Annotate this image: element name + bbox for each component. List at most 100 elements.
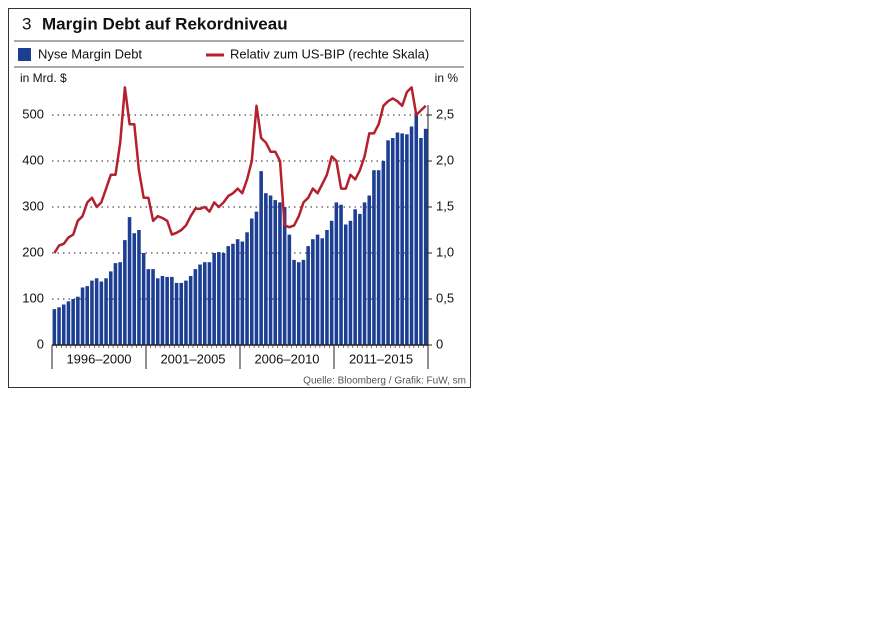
bar bbox=[212, 253, 216, 345]
y2-tick-label: 0 bbox=[436, 336, 443, 351]
bar bbox=[141, 253, 146, 345]
bar bbox=[76, 296, 80, 345]
bar bbox=[362, 202, 367, 345]
bar bbox=[343, 224, 348, 345]
bar bbox=[372, 170, 376, 345]
bar bbox=[118, 262, 122, 345]
bar bbox=[414, 112, 419, 345]
chart-number: 3 bbox=[22, 14, 31, 33]
bar bbox=[221, 253, 226, 345]
bar bbox=[198, 264, 202, 345]
x-group-label: 1996–2000 bbox=[66, 351, 131, 366]
bar bbox=[174, 282, 179, 345]
bar bbox=[245, 232, 249, 345]
x-group-label: 2006–2010 bbox=[254, 351, 319, 366]
bar bbox=[249, 218, 254, 345]
bar bbox=[296, 262, 301, 345]
bar bbox=[306, 246, 310, 345]
bar bbox=[292, 259, 296, 345]
x-group-label: 2011–2015 bbox=[349, 351, 413, 366]
bar bbox=[99, 281, 104, 345]
bar bbox=[353, 209, 357, 345]
bar bbox=[329, 220, 334, 345]
bar bbox=[301, 259, 306, 345]
y-tick-label: 400 bbox=[22, 152, 44, 167]
source: Quelle: Bloomberg / Grafik: FuW, sm bbox=[303, 376, 466, 387]
bar bbox=[123, 240, 127, 345]
bar bbox=[226, 246, 231, 345]
y-axis-label: in Mrd. $ bbox=[20, 71, 67, 85]
bar bbox=[52, 309, 57, 345]
legend-swatch bbox=[18, 48, 31, 61]
bar bbox=[165, 276, 169, 345]
y-tick-label: 500 bbox=[22, 106, 44, 121]
bar bbox=[390, 138, 395, 345]
bar bbox=[207, 262, 212, 345]
bar bbox=[358, 213, 362, 345]
bar bbox=[386, 140, 390, 345]
bar bbox=[282, 207, 287, 345]
bar bbox=[240, 241, 245, 345]
y2-tick-label: 1,0 bbox=[436, 244, 454, 259]
bar bbox=[264, 193, 268, 345]
bar bbox=[325, 230, 329, 345]
x-group-label: 2001–2005 bbox=[160, 351, 225, 366]
bar bbox=[113, 263, 118, 345]
bar bbox=[184, 280, 188, 345]
bar bbox=[405, 134, 409, 345]
bar bbox=[170, 276, 174, 345]
legend-label: Relativ zum US-BIP (rechte Skala) bbox=[230, 46, 429, 61]
bar bbox=[235, 239, 240, 345]
y2-tick-label: 0,5 bbox=[436, 290, 454, 305]
bar bbox=[376, 170, 381, 345]
bar bbox=[61, 304, 66, 345]
bar bbox=[273, 200, 278, 345]
bar bbox=[94, 278, 99, 345]
bar bbox=[339, 204, 343, 345]
bar bbox=[179, 282, 184, 345]
bar bbox=[217, 252, 221, 345]
bar bbox=[419, 138, 423, 345]
y-tick-label: 200 bbox=[22, 244, 44, 259]
bar bbox=[151, 269, 155, 345]
bar bbox=[395, 132, 400, 345]
bar bbox=[202, 262, 207, 345]
y-tick-label: 300 bbox=[22, 198, 44, 213]
y2-axis-label: in % bbox=[435, 71, 459, 85]
bar bbox=[90, 280, 94, 345]
bar bbox=[259, 171, 263, 345]
bar bbox=[132, 233, 137, 345]
chart-title: Margin Debt auf Rekordniveau bbox=[42, 14, 288, 33]
bar bbox=[85, 286, 90, 345]
y2-tick-label: 2,5 bbox=[436, 106, 454, 121]
line bbox=[53, 86, 427, 254]
legend-label: Nyse Margin Debt bbox=[38, 46, 142, 61]
bar bbox=[278, 202, 282, 345]
bar bbox=[155, 278, 160, 345]
bar bbox=[108, 271, 113, 345]
bar bbox=[57, 307, 61, 345]
y-tick-label: 100 bbox=[22, 290, 44, 305]
frame bbox=[8, 8, 471, 388]
bar bbox=[71, 299, 75, 345]
bar bbox=[268, 195, 273, 345]
bar bbox=[334, 202, 339, 345]
bar bbox=[254, 211, 259, 345]
bar bbox=[311, 239, 315, 345]
bar bbox=[367, 195, 372, 345]
bar bbox=[348, 220, 353, 345]
bar bbox=[315, 234, 320, 345]
bar bbox=[80, 287, 85, 345]
y2-tick-label: 1,5 bbox=[436, 198, 454, 213]
bar bbox=[409, 126, 414, 345]
bar bbox=[423, 128, 428, 345]
y2-tick-label: 2,0 bbox=[436, 152, 454, 167]
bar bbox=[137, 230, 141, 345]
bar bbox=[160, 276, 165, 345]
bar bbox=[104, 278, 108, 345]
bar bbox=[400, 133, 404, 345]
bar bbox=[320, 238, 325, 345]
bar bbox=[66, 301, 71, 345]
